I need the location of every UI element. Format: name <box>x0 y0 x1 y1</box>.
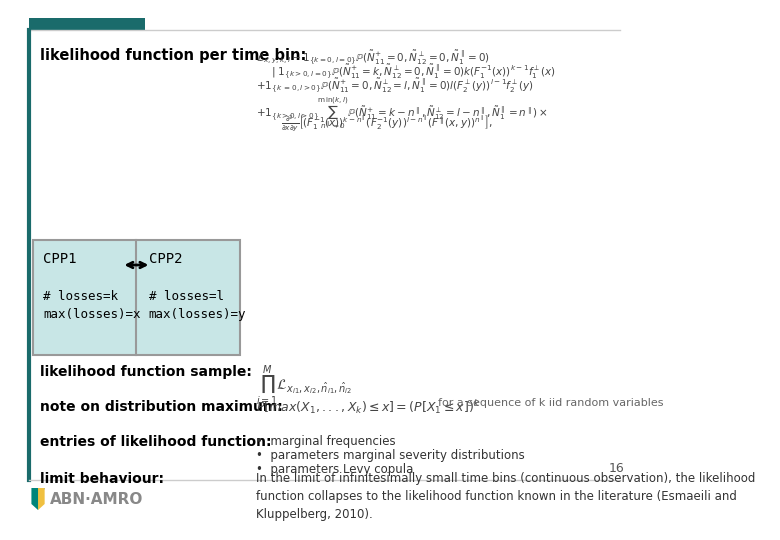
Text: for a sequence of k iid random variables: for a sequence of k iid random variables <box>438 398 664 408</box>
Text: entries of likelihood function:: entries of likelihood function: <box>40 435 271 449</box>
Polygon shape <box>31 488 44 510</box>
Text: $+ 1_{\{k \ =0,l>0\}}\mathbb{P}(\tilde{N}_{11}^{+}=0,\tilde{N}_{12}^{\perp}=l,\t: $+ 1_{\{k \ =0,l>0\}}\mathbb{P}(\tilde{N… <box>257 76 534 95</box>
Text: ABN·AMRO: ABN·AMRO <box>50 491 143 507</box>
Text: CPP2: CPP2 <box>149 252 183 266</box>
Text: •  parameters Levy copula: • parameters Levy copula <box>257 463 413 476</box>
Text: note on distribution maximum:: note on distribution maximum: <box>40 400 282 414</box>
Text: # losses=k
max(losses)=x: # losses=k max(losses)=x <box>43 290 140 321</box>
Polygon shape <box>38 488 44 510</box>
Text: $+ 1_{\{k>0,l>0\}} \sum_{n^{\parallel}=0}^{\min(k,l)} \mathbb{P}(\tilde{N}_{11}^: $+ 1_{\{k>0,l>0\}} \sum_{n^{\parallel}=0… <box>257 95 548 131</box>
Text: limit behaviour:: limit behaviour: <box>40 472 164 486</box>
Text: CPP1: CPP1 <box>43 252 76 266</box>
Text: In the limit of infinitesimally small time bins (continuous observation), the li: In the limit of infinitesimally small ti… <box>257 472 756 521</box>
Text: $P[max(X_1,...,X_k) \leq x] = (P[X_1 \leq x])^k$: $P[max(X_1,...,X_k) \leq x] = (P[X_1 \le… <box>257 398 481 416</box>
Text: •  marginal frequencies: • marginal frequencies <box>257 435 396 448</box>
Text: •  parameters marginal severity distributions: • parameters marginal severity distribut… <box>257 449 525 462</box>
Text: $\mathcal{L}_{x,y,k,l} - 1_{\{k=0,l=0\}}\mathbb{P}(\tilde{N}_{11}^{+}=0,\tilde{N: $\mathcal{L}_{x,y,k,l} - 1_{\{k=0,l=0\}}… <box>257 48 491 67</box>
Text: $\frac{\partial^{2}}{\partial x \partial y}\left[(F_{1}^{-1}(x))^{k-n^{\parallel: $\frac{\partial^{2}}{\partial x \partial… <box>281 113 493 133</box>
Bar <box>33 240 239 355</box>
Bar <box>29 18 144 30</box>
Text: likelihood function per time bin:: likelihood function per time bin: <box>40 48 306 63</box>
Text: likelihood function sample:: likelihood function sample: <box>40 365 252 379</box>
Text: 16: 16 <box>608 462 624 475</box>
Text: $| \ 1_{\{k>0,l=0\}}\mathbb{P}(\tilde{N}_{11}^{+}=k,\tilde{N}_{12}^{\perp}=0,\ti: $| \ 1_{\{k>0,l=0\}}\mathbb{P}(\tilde{N}… <box>271 62 556 81</box>
Text: $\prod_{i=1}^{M} \mathcal{L}_{x_{i1},x_{i2},\hat{n}_{i1},\hat{n}_{i2}}$: $\prod_{i=1}^{M} \mathcal{L}_{x_{i1},x_{… <box>257 363 353 408</box>
Text: # losses=l
max(losses)=y: # losses=l max(losses)=y <box>149 290 246 321</box>
